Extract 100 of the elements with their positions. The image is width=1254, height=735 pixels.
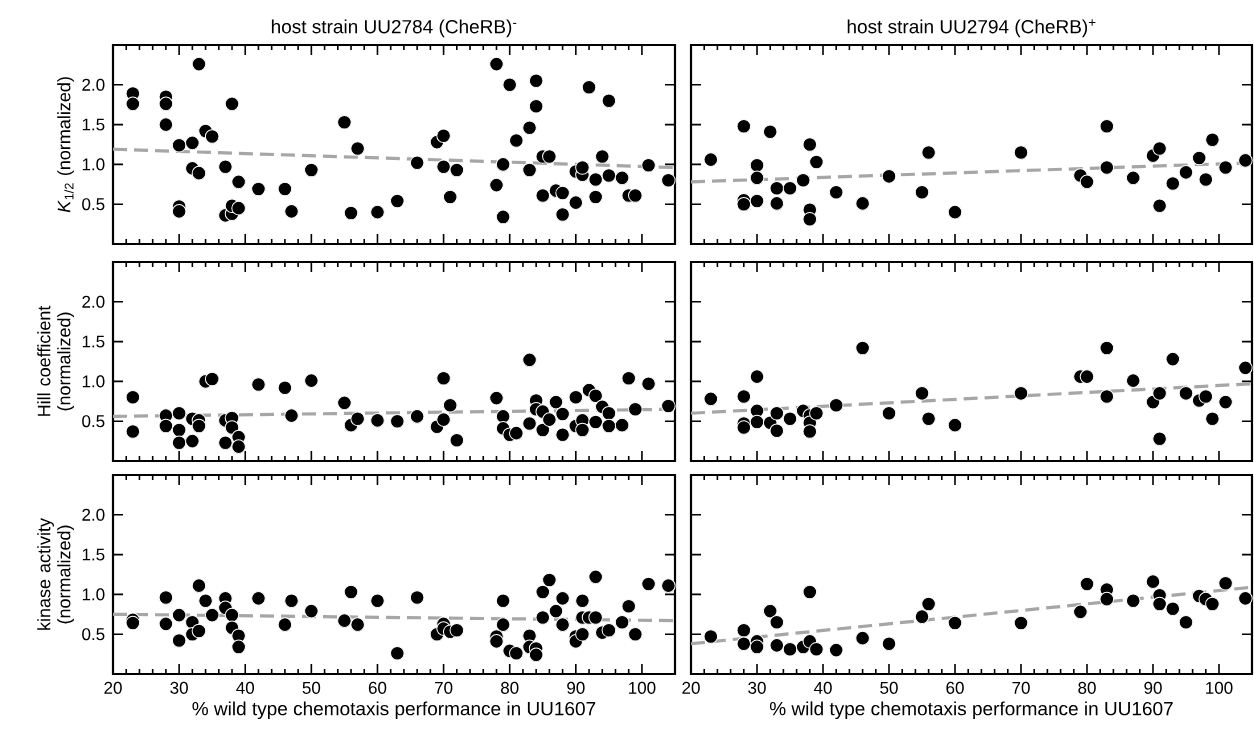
point — [769, 405, 785, 421]
y-axis-title: K$_{1/2}$ (normalized) — [57, 77, 74, 213]
x-tick-label: 80 — [1078, 681, 1096, 694]
point — [795, 173, 811, 188]
point — [749, 369, 765, 384]
point — [703, 152, 719, 167]
x-tick-label: 50 — [880, 681, 898, 694]
point — [914, 184, 930, 200]
point — [947, 204, 963, 220]
point — [1152, 198, 1167, 214]
point — [1152, 431, 1167, 446]
point — [1099, 118, 1115, 134]
point — [1152, 386, 1167, 401]
point — [855, 196, 870, 211]
x-axis-title: % wild type chemotaxis performance in UU1607 — [769, 701, 1173, 720]
point — [1152, 141, 1167, 156]
point — [1013, 386, 1029, 401]
x-tick-label: 90 — [1144, 681, 1162, 694]
x-tick-label: 70 — [1012, 681, 1030, 694]
point — [881, 169, 897, 184]
x-tick-label: 70 — [435, 681, 453, 694]
point — [855, 630, 870, 646]
y-tick-label: 1.5 — [82, 335, 105, 348]
y-axis-title: Hill coefficient (normalized) — [37, 305, 74, 416]
point — [769, 423, 785, 439]
y-axis-title: kinase activity (normalized) — [37, 518, 74, 630]
y-tick-label: 1.0 — [82, 158, 105, 171]
point — [1099, 591, 1115, 607]
x-tick-label: 30 — [170, 681, 188, 694]
point — [736, 196, 752, 212]
x-tick-label: 20 — [104, 681, 122, 694]
point — [1099, 340, 1115, 356]
point — [1198, 172, 1214, 187]
point — [1125, 373, 1141, 388]
point — [947, 417, 963, 433]
point — [1073, 604, 1088, 620]
point — [1145, 574, 1161, 589]
point — [1218, 575, 1233, 591]
point — [782, 411, 798, 427]
point — [1079, 576, 1095, 592]
point — [1125, 170, 1141, 186]
point — [802, 424, 818, 439]
point — [802, 137, 818, 152]
point — [1013, 615, 1029, 631]
point — [736, 420, 752, 435]
point — [769, 638, 785, 653]
point — [1099, 389, 1115, 404]
y-tick-label: 0.5 — [82, 415, 105, 428]
point — [1191, 150, 1207, 166]
x-tick-label: 90 — [567, 681, 585, 694]
point — [809, 405, 824, 421]
point — [855, 340, 870, 356]
point — [809, 154, 824, 170]
point — [914, 386, 930, 401]
point — [1205, 411, 1220, 427]
point — [736, 118, 752, 134]
point — [1218, 160, 1233, 175]
point — [1152, 596, 1167, 612]
x-tick-label: 60 — [368, 681, 387, 694]
point — [1099, 160, 1115, 175]
point — [1205, 132, 1220, 148]
point — [828, 184, 844, 200]
chart-title: host strain UU2794 (CheRB)$^{+}$ — [847, 19, 1096, 38]
point — [782, 180, 798, 196]
x-tick-label: 40 — [236, 681, 255, 694]
point — [881, 636, 897, 652]
point — [1079, 174, 1095, 190]
point — [749, 170, 765, 186]
point — [762, 603, 778, 619]
point — [1165, 601, 1181, 617]
y-tick-label: 1.0 — [82, 588, 105, 601]
point — [921, 596, 936, 612]
point — [1013, 145, 1029, 160]
point — [749, 414, 765, 430]
point — [762, 124, 778, 140]
x-tick-label: 80 — [500, 681, 519, 694]
y-tick-label: 2.0 — [82, 78, 105, 91]
point — [802, 212, 818, 227]
point — [769, 196, 785, 211]
point — [921, 145, 936, 160]
point — [1198, 389, 1214, 404]
point — [736, 636, 752, 652]
point — [749, 157, 765, 173]
point — [703, 629, 719, 644]
x-axis-title: % wild type chemotaxis performance in UU1607 — [192, 701, 596, 720]
y-tick-label: 2.0 — [82, 295, 105, 308]
point — [769, 180, 785, 196]
point — [1079, 369, 1095, 384]
y-tick-label: 1.5 — [82, 548, 105, 561]
x-tick-label: 100 — [1206, 681, 1233, 694]
x-tick-label: 100 — [629, 681, 656, 694]
y-tick-label: 0.5 — [82, 198, 105, 211]
point — [1165, 351, 1181, 367]
point — [914, 609, 930, 624]
chart-title: host strain UU2784 (CheRB)$^{-}$ — [271, 19, 517, 38]
point — [1218, 394, 1233, 410]
point — [1165, 176, 1181, 191]
point — [881, 405, 897, 421]
point — [749, 639, 765, 655]
point — [749, 193, 765, 209]
